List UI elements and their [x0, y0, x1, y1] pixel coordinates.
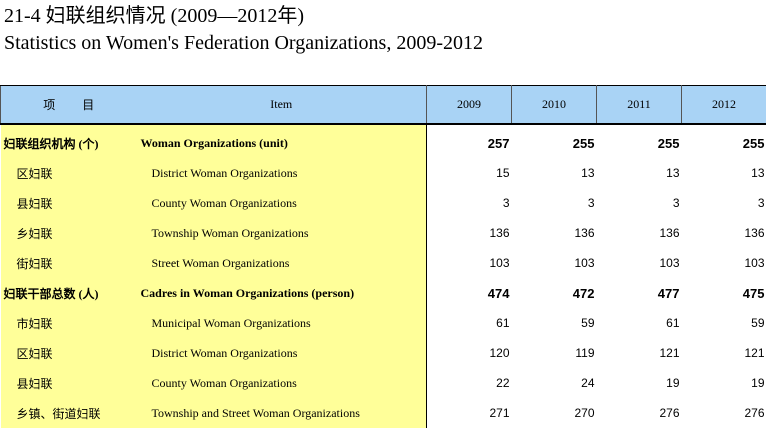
cell-value-2009: 22	[426, 368, 512, 398]
cell-value-2012: 136	[744, 226, 765, 240]
cell-value-2010: 59	[581, 316, 595, 330]
row-label-cn: 县妇联	[0, 368, 137, 398]
table-row: 区妇联 District Woman Organizations 120 119 121…	[0, 338, 766, 368]
row-label-cn: 街妇联	[0, 248, 137, 278]
cell-value-2009: 257	[426, 124, 512, 158]
statistics-table: 项 目 Item 2009 2010 2011 2012 妇联组织机构 (个) W…	[0, 85, 766, 428]
page-title-en: Statistics on Women's Federation Organiz…	[4, 32, 483, 54]
cell-value-2012: 59	[751, 316, 765, 330]
cell-value-2010: 103	[574, 256, 595, 270]
cell-value-2011: 103	[659, 256, 680, 270]
header-year-2009: 2009	[426, 85, 512, 125]
cell-value-2010: 13	[581, 166, 595, 180]
cell-value-2009: 3	[426, 188, 512, 218]
cell-value-2011: 121	[659, 346, 680, 360]
row-label-en: Township Woman Organizations	[136, 218, 427, 248]
cell-value-2010: 119	[575, 346, 595, 360]
row-label-cn: 区妇联	[0, 158, 137, 188]
row-label-en: Township and Street Woman Organizations	[136, 398, 427, 428]
row-label-en: Cadres in Woman Organizations (person)	[136, 278, 427, 308]
cell-value-2011: 255	[657, 135, 680, 151]
table-row: 县妇联 County Woman Organizations 22 24 19 19	[0, 368, 766, 398]
cell-value-2010: 255	[572, 135, 595, 151]
cell-value-2010: 3	[587, 196, 595, 210]
cell-value-2012: 19	[751, 376, 765, 390]
cell-value-2011: 3	[672, 196, 680, 210]
page-title-cn: 21-4 妇联组织情况 (2009—2012年)	[4, 5, 304, 27]
header-year-2010: 2010	[511, 85, 597, 125]
row-label-cn: 妇联干部总数 (人)	[0, 278, 137, 308]
cell-value-2010: 270	[574, 406, 595, 420]
row-label-cn: 乡镇、街道妇联	[0, 398, 137, 428]
cell-value-2012: 255	[742, 135, 765, 151]
table-row: 县妇联 County Woman Organizations 3 3 3 3	[0, 188, 766, 218]
row-label-cn: 区妇联	[0, 338, 137, 368]
cell-value-2010: 472	[572, 285, 595, 301]
row-label-en: District Woman Organizations	[136, 158, 427, 188]
cell-value-2009: 271	[426, 398, 512, 428]
cell-value-2010: 136	[574, 226, 595, 240]
cell-value-2012: 103	[744, 256, 765, 270]
cell-value-2012: 3	[757, 196, 765, 210]
cell-value-2012: 475	[742, 285, 765, 301]
table-row: 区妇联 District Woman Organizations 15 13 13 13	[0, 158, 766, 188]
table-row: 乡镇、街道妇联 Township and Street Woman Organiz…	[0, 398, 766, 428]
row-label-cn: 乡妇联	[0, 218, 137, 248]
row-label-cn: 县妇联	[0, 188, 137, 218]
row-label-cn: 妇联组织机构 (个)	[0, 124, 137, 158]
table-row: 街妇联 Street Woman Organizations 103 103 103 10…	[0, 248, 766, 278]
cell-value-2011: 19	[666, 376, 680, 390]
header-item-cn: 项 目	[0, 85, 137, 125]
cell-value-2011: 136	[659, 226, 680, 240]
cell-value-2011: 13	[666, 166, 680, 180]
header-item-en: Item	[136, 85, 427, 125]
cell-value-2012: 276	[744, 406, 765, 420]
cell-value-2010: 24	[581, 376, 595, 390]
cell-value-2011: 276	[659, 406, 680, 420]
statistics-table-container: 项 目 Item 2009 2010 2011 2012 妇联组织机构 (个) W…	[0, 85, 766, 444]
header-year-2011: 2011	[596, 85, 682, 125]
table-group-row: 妇联组织机构 (个) Woman Organizations (unit) 257 2…	[0, 124, 766, 158]
header-year-2012: 2012	[681, 85, 766, 125]
row-label-en: Street Woman Organizations	[136, 248, 427, 278]
cell-value-2012: 13	[751, 166, 765, 180]
cell-value-2012: 121	[744, 346, 765, 360]
table-group-row: 妇联干部总数 (人) Cadres in Woman Organizations …	[0, 278, 766, 308]
table-header-row: 项 目 Item 2009 2010 2011 2012	[0, 85, 766, 125]
row-label-en: County Woman Organizations	[136, 368, 427, 398]
cell-value-2011: 477	[657, 285, 680, 301]
row-label-en: Woman Organizations (unit)	[136, 124, 427, 158]
row-label-en: County Woman Organizations	[136, 188, 427, 218]
cell-value-2011: 61	[666, 316, 680, 330]
row-label-cn: 市妇联	[0, 308, 137, 338]
table-body: 妇联组织机构 (个) Woman Organizations (unit) 257 2…	[0, 124, 766, 428]
cell-value-2009: 474	[426, 278, 512, 308]
cell-value-2009: 15	[426, 158, 512, 188]
cell-value-2009: 136	[426, 218, 512, 248]
row-label-en: Municipal Woman Organizations	[136, 308, 427, 338]
table-row: 乡妇联 Township Woman Organizations 136 136 136…	[0, 218, 766, 248]
cell-value-2009: 61	[426, 308, 512, 338]
row-label-en: District Woman Organizations	[136, 338, 427, 368]
cell-value-2009: 103	[426, 248, 512, 278]
cell-value-2009: 120	[426, 338, 512, 368]
table-row: 市妇联 Municipal Woman Organizations 61 59 61 59	[0, 308, 766, 338]
